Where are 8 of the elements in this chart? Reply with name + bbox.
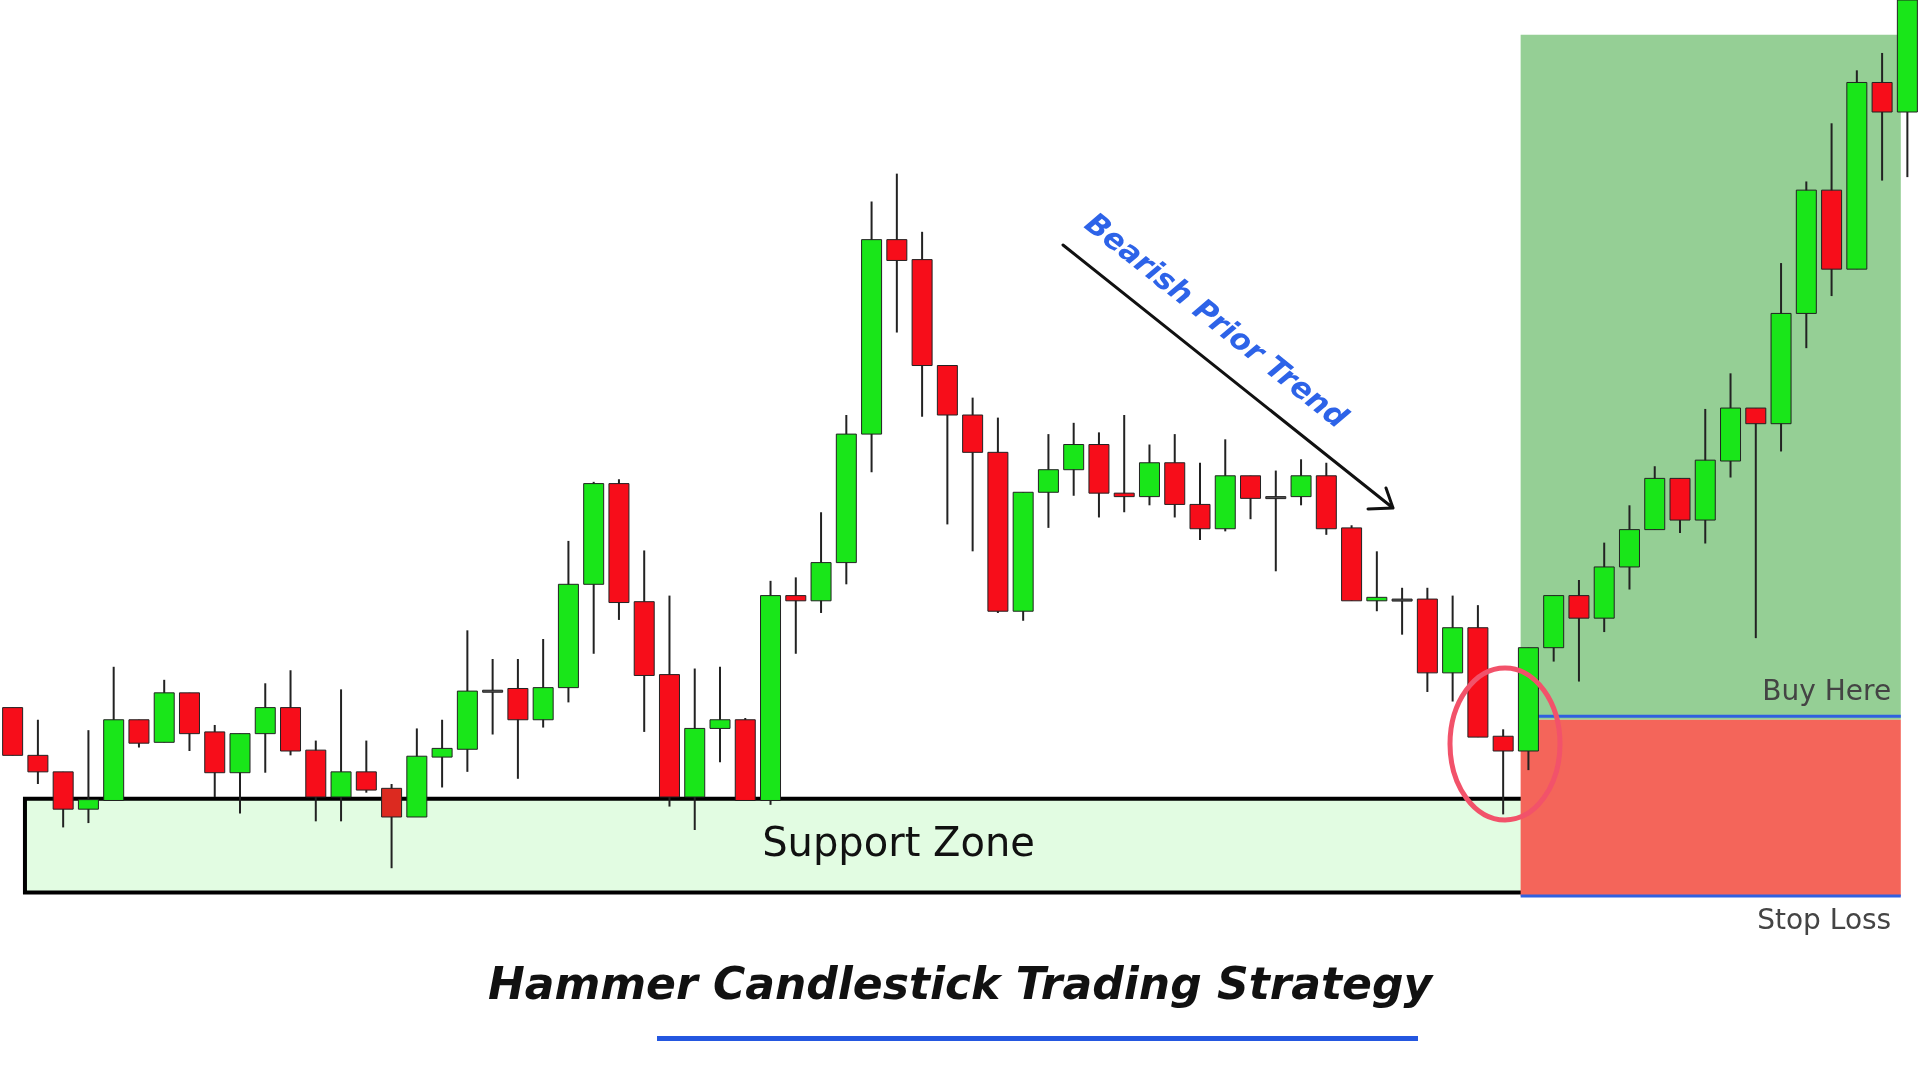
text: Hammer Candlestick Trading Strategy [486, 958, 1435, 1009]
candlestick [77, 729, 99, 825]
candlestick [886, 172, 908, 334]
ref-line-label: Buy Here [1762, 673, 1892, 707]
ref-line-label: Stop Loss [1757, 903, 1892, 937]
candlestick [1240, 474, 1262, 521]
candlestick [1037, 433, 1059, 529]
band-label: Support Zone [762, 819, 1035, 866]
